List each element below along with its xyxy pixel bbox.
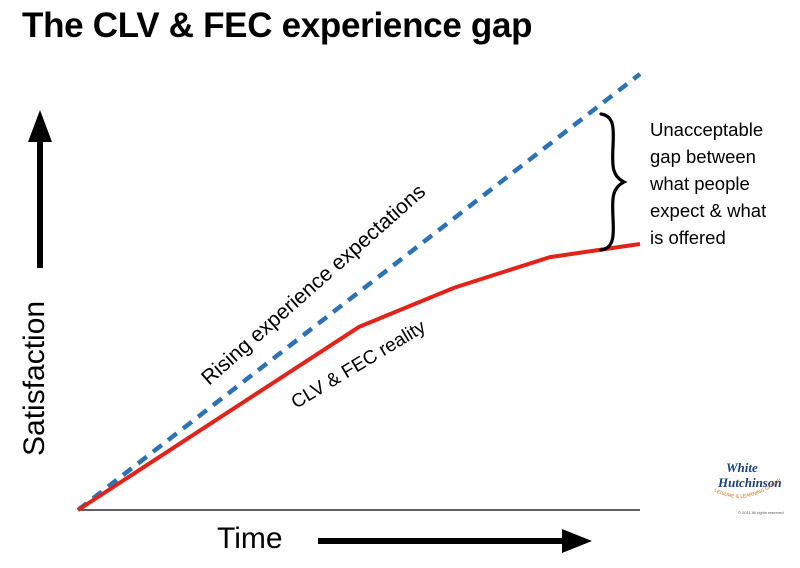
logo-line2: Hutchinson [717, 475, 782, 490]
gap-annotation-line: Unacceptable [650, 119, 764, 140]
logo-line1: White [726, 460, 758, 475]
x-axis-label: Time [217, 522, 283, 555]
chart-title: The CLV & FEC experience gap [22, 6, 533, 45]
series-expectations-line [76, 72, 642, 512]
gap-annotation: Unacceptable gap between what people exp… [650, 116, 766, 251]
logo-copyright: © 2011 All rights reserved [738, 510, 784, 515]
x-axis-arrowhead [562, 529, 592, 553]
gap-annotation-line: what people [650, 173, 750, 194]
gap-brace [599, 112, 628, 252]
company-logo: White Hutchinson LEISURE & LEARNING GROU… [713, 460, 784, 515]
series-reality-line [76, 242, 641, 512]
gap-annotation-line: gap between [650, 146, 756, 167]
gap-annotation-line: expect & what [650, 200, 767, 221]
gap-annotation-line: is offered [650, 227, 726, 248]
y-axis-label: Satisfaction [18, 301, 51, 456]
y-axis-arrowhead [28, 110, 52, 142]
